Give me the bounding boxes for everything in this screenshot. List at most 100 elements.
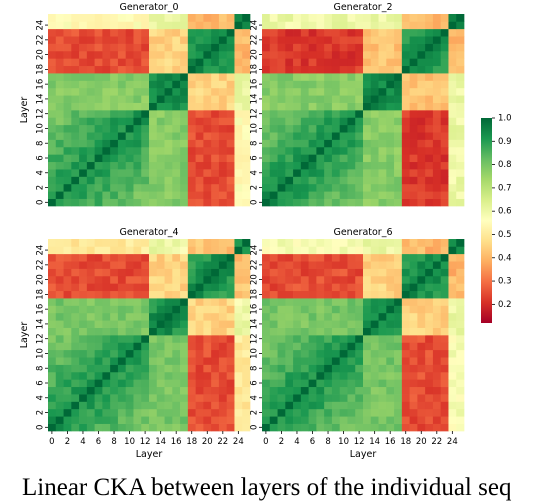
heatmap-cell	[156, 275, 165, 284]
heatmap-cell	[308, 335, 317, 343]
heatmap-cell	[149, 80, 158, 89]
heatmap-cell	[285, 154, 294, 163]
heatmap-cell	[285, 349, 294, 358]
heatmap-cell	[370, 95, 379, 103]
heatmap-cell	[86, 102, 95, 111]
heatmap-cell	[300, 161, 309, 170]
heatmap-cell	[172, 95, 181, 103]
heatmap-cell	[172, 283, 181, 292]
heatmap-cell	[195, 364, 204, 373]
heatmap-cell	[218, 305, 228, 314]
heatmap-cell	[331, 87, 341, 96]
heatmap-cell	[195, 342, 204, 351]
heatmap-cell	[203, 161, 212, 170]
y-tick-label: 0	[36, 200, 46, 205]
heatmap-cell	[347, 80, 356, 89]
heatmap-cell	[370, 349, 379, 358]
heatmap-cell	[363, 239, 372, 247]
heatmap-cell	[308, 73, 317, 81]
heatmap-cell	[417, 198, 426, 207]
heatmap-cell	[55, 169, 64, 177]
heatmap-cell	[432, 65, 442, 74]
heatmap-cell	[347, 394, 356, 402]
heatmap-cell	[79, 58, 88, 67]
heatmap-cell	[125, 21, 134, 30]
heatmap-cell	[324, 146, 333, 155]
heatmap-cell	[331, 275, 341, 284]
heatmap-cell	[211, 408, 220, 417]
heatmap-cell	[141, 416, 150, 424]
heatmap-cell	[440, 198, 449, 207]
heatmap-cell	[331, 364, 341, 373]
heatmap-cell	[386, 416, 395, 424]
heatmap-cell	[316, 80, 325, 89]
heatmap-cell	[269, 253, 278, 262]
heatmap-cell	[432, 110, 442, 118]
heatmap-cell	[378, 416, 387, 424]
heatmap-cell	[370, 110, 379, 118]
heatmap-cell	[262, 342, 271, 351]
heatmap-cell	[234, 253, 243, 262]
heatmap-cell	[308, 386, 317, 395]
heatmap-cell	[331, 146, 341, 155]
heatmap-cell	[339, 154, 348, 163]
heatmap-cell	[363, 290, 372, 299]
heatmap-cell	[55, 87, 64, 96]
heatmap-cell	[355, 183, 364, 192]
heatmap-cell	[141, 124, 150, 133]
heatmap-cell	[262, 191, 271, 199]
heatmap-cell	[141, 386, 150, 395]
heatmap-cell	[125, 198, 134, 207]
heatmap-cell	[277, 132, 286, 140]
heatmap-cell	[409, 379, 418, 388]
heatmap-cell	[347, 327, 356, 336]
heatmap-cell	[102, 379, 111, 388]
heatmap-cell	[425, 239, 434, 247]
heatmap-cell	[234, 169, 243, 177]
heatmap-cell	[269, 132, 278, 140]
heatmap-cell	[425, 146, 434, 155]
heatmap-cell	[339, 298, 348, 306]
heatmap-cell	[211, 371, 220, 380]
y-tick-label: 16	[36, 79, 46, 90]
heatmap-cell	[117, 176, 127, 185]
heatmap-cell	[394, 253, 403, 262]
heatmap-cell	[63, 117, 72, 126]
heatmap-cell	[149, 14, 158, 22]
heatmap-cell	[456, 28, 465, 37]
heatmap-cell	[331, 305, 341, 314]
heatmap-cell	[195, 408, 204, 417]
heatmap-cell	[187, 132, 196, 140]
heatmap-cell	[125, 132, 134, 140]
heatmap-cell	[63, 239, 72, 247]
heatmap-cell	[117, 239, 127, 247]
heatmap-cell	[48, 110, 57, 118]
heatmap-cell	[226, 154, 235, 163]
heatmap-cell	[378, 43, 387, 52]
heatmap-cell	[269, 124, 278, 133]
heatmap-cell	[339, 36, 348, 44]
y-tick-label: 16	[250, 79, 260, 90]
heatmap-cell	[172, 28, 181, 37]
heatmap-cell	[48, 146, 57, 155]
heatmap-cell	[425, 161, 434, 170]
heatmap-cell	[448, 342, 457, 351]
heatmap-cell	[363, 102, 372, 111]
heatmap-cell	[79, 146, 88, 155]
x-tick-label: 8	[325, 437, 330, 447]
heatmap-cell	[164, 239, 173, 247]
heatmap-cell	[180, 342, 189, 351]
heatmap-cell	[316, 73, 325, 81]
heatmap-cell	[277, 191, 286, 199]
heatmap-cell	[94, 342, 103, 351]
heatmap-cell	[117, 246, 127, 255]
heatmap-cell	[324, 43, 333, 52]
heatmap-cell	[102, 305, 111, 314]
heatmap-cell	[203, 416, 212, 424]
heatmap-cell	[285, 21, 294, 30]
heatmap-cell	[347, 154, 356, 163]
heatmap-cell	[203, 65, 212, 74]
heatmap-cell	[149, 364, 158, 373]
heatmap-cell	[86, 50, 95, 59]
heatmap-cell	[316, 320, 325, 328]
